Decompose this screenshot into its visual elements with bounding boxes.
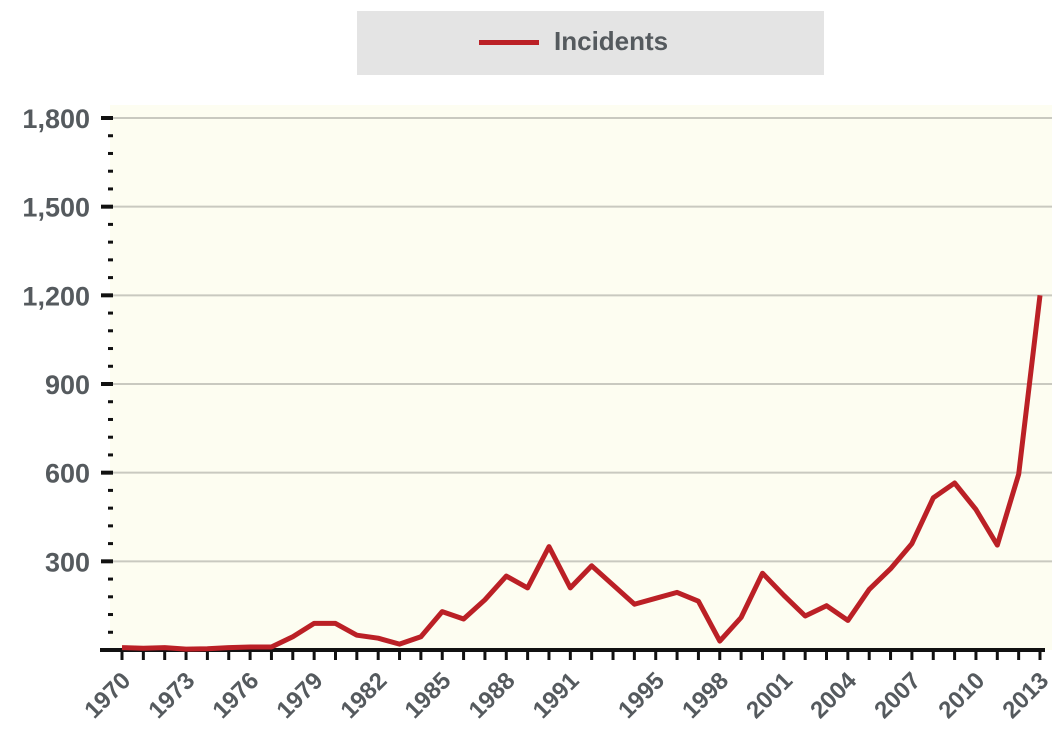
x-tick-label: 1973 [143,667,200,724]
x-tick-label: 2001 [741,667,798,724]
incidents-series-line [121,295,1043,652]
y-axis-tick-labels: 300 600 900 1,200 1,500 1,800 [22,104,90,577]
x-axis-tick-labels: 1970 1973 1976 1979 1982 1985 1988 1991 1995 1998… [79,667,1054,724]
x-tick-label: 1985 [400,667,457,724]
x-tick-label: 1976 [207,667,264,724]
x-tick-label: 1998 [677,667,734,724]
legend-label: Incidents [554,26,669,56]
x-tick-label: 2013 [997,667,1054,724]
x-tick-label: 2010 [933,667,990,724]
y-tick-label: 900 [45,370,90,400]
x-tick-label: 1979 [272,667,329,724]
axes [100,116,1045,660]
x-tick-label: 2004 [805,667,862,724]
y-tick-label: 1,500 [22,193,90,223]
x-tick-label: 1988 [464,667,521,724]
y-tick-label: 1,200 [22,281,90,311]
y-tick-label: 600 [45,459,90,489]
x-tick-label: 1991 [528,667,585,724]
x-tick-label: 1982 [336,667,393,724]
legend-line-swatch [479,40,539,45]
plot-area [110,105,1052,650]
y-tick-label: 1,800 [22,104,90,134]
x-tick-label: 2007 [869,667,926,724]
grid-lines [110,117,1052,563]
x-tick-label: 1970 [79,667,136,724]
y-tick-label: 300 [45,547,90,577]
legend: Incidents [357,11,824,75]
x-tick-label: 1995 [613,667,670,724]
